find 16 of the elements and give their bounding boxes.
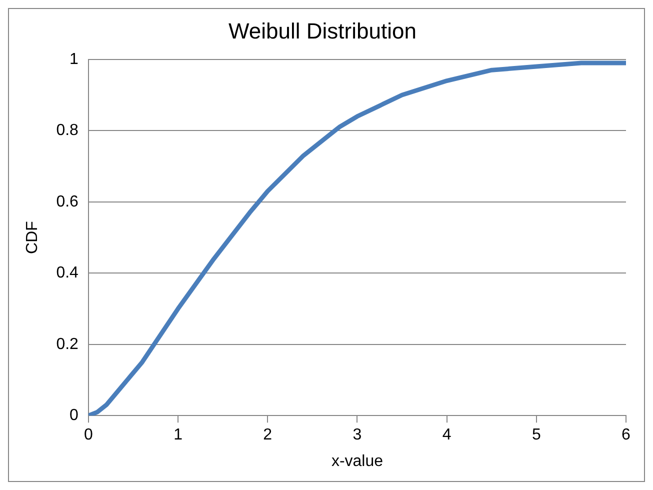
x-tick-label: 0 <box>84 426 93 444</box>
x-tick-label: 6 <box>622 426 631 444</box>
x-tick-label: 2 <box>263 426 272 444</box>
y-tick-label: 0.4 <box>56 264 79 282</box>
x-tick-label: 5 <box>532 426 541 444</box>
y-tick-label: 0.6 <box>56 193 79 210</box>
x-tick-label: 4 <box>442 426 452 444</box>
y-tick-label: 0.8 <box>56 122 79 140</box>
x-tick-label: 3 <box>352 426 362 444</box>
y-tick-label: 0 <box>70 407 79 424</box>
chart-title: Weibull Distribution <box>228 18 416 44</box>
y-tick-label: 0.2 <box>56 336 79 353</box>
y-tick-label: 1 <box>70 50 79 68</box>
y-axis-title: CDF <box>24 220 42 254</box>
x-tick-label: 1 <box>174 426 183 444</box>
x-axis-title: x-value <box>331 452 384 470</box>
